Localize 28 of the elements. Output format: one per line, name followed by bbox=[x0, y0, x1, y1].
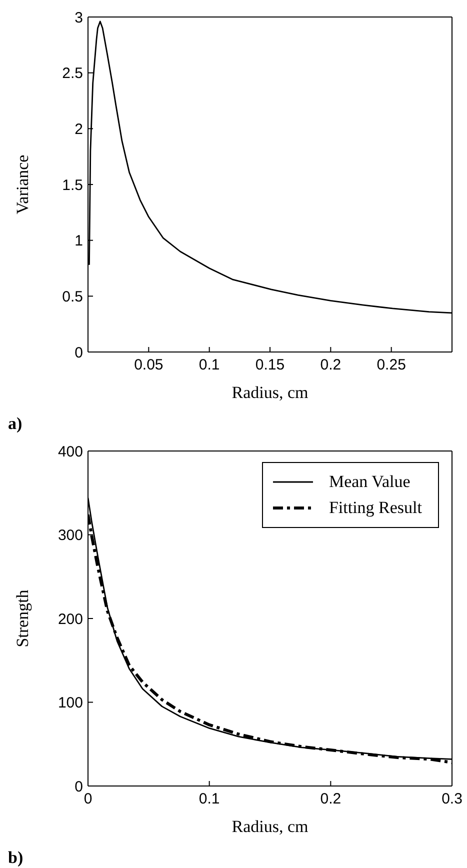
y-tick-label: 2.5 bbox=[62, 65, 83, 82]
x-axis-title: Radius, cm bbox=[232, 383, 308, 402]
y-axis-title: Variance bbox=[13, 154, 32, 214]
legend-label: Mean Value bbox=[328, 471, 410, 493]
y-tick-label: 0 bbox=[74, 778, 83, 796]
x-tick-label: 0.05 bbox=[134, 356, 164, 374]
x-tick-label: 0.1 bbox=[198, 790, 220, 808]
y-tick-label: 1 bbox=[74, 232, 83, 250]
y-axis-title: Strength bbox=[13, 589, 32, 648]
y-tick-label: 100 bbox=[58, 694, 83, 712]
text: a) bbox=[8, 414, 24, 434]
y-tick-label: 1.5 bbox=[62, 176, 83, 194]
y-tick-label: 2 bbox=[74, 120, 83, 138]
y-tick-label: 0.5 bbox=[62, 288, 83, 306]
x-tick-label: 0.25 bbox=[376, 356, 406, 374]
x-tick-label: 0.15 bbox=[255, 356, 285, 374]
x-tick-label: 0.3 bbox=[442, 790, 462, 808]
y-tick-label: 400 bbox=[58, 443, 83, 460]
legend-label: Fitting Result bbox=[328, 497, 422, 519]
y-tick-label: 300 bbox=[58, 527, 83, 544]
x-tick-label: 0.1 bbox=[198, 356, 220, 374]
y-tick-label: 200 bbox=[58, 610, 83, 628]
x-tick-label: 0.2 bbox=[320, 790, 342, 808]
x-axis-title: Radius, cm bbox=[232, 817, 308, 836]
text: b) bbox=[8, 848, 24, 868]
y-tick-label: 0 bbox=[74, 344, 83, 362]
x-tick-label: 0.2 bbox=[320, 356, 342, 374]
y-tick-label: 3 bbox=[74, 9, 83, 26]
